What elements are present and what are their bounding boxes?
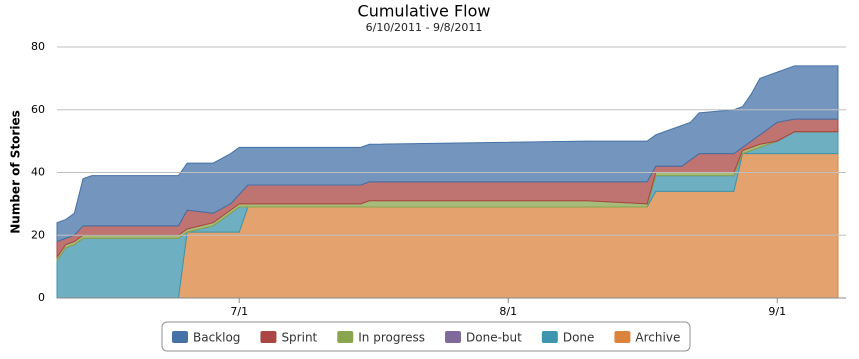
areas	[56, 65, 839, 299]
chart-title: Cumulative Flow	[358, 2, 491, 21]
legend-label: Backlog	[193, 331, 240, 345]
legend-swatch	[172, 331, 188, 343]
y-tick-label: 40	[31, 166, 45, 179]
legend-label: Done	[563, 331, 595, 345]
legend-label: Archive	[635, 331, 680, 345]
legend-swatch	[260, 331, 277, 343]
y-tick-label: 20	[31, 228, 45, 241]
legend-swatch	[337, 331, 354, 343]
chart-subtitle: 6/10/2011 - 9/8/2011	[366, 21, 483, 34]
legend-label: In progress	[358, 331, 425, 345]
x-tick-label: 7/1	[230, 305, 248, 318]
axes: 0 20 40 60 80 7/1 8/1 9/1	[31, 40, 846, 318]
legend-swatch	[445, 331, 462, 343]
legend-swatch	[614, 331, 631, 343]
y-axis-label: Number of Stories	[9, 110, 23, 234]
legend-label: Sprint	[281, 331, 317, 345]
y-tick-label: 0	[38, 291, 45, 304]
legend-swatch	[541, 331, 558, 343]
y-tick-label: 80	[31, 40, 45, 53]
y-tick-label: 60	[31, 103, 45, 116]
legend-label: Done-but	[466, 331, 522, 345]
legend-box	[161, 321, 691, 352]
legend: Backlog Sprint In progress Done-but Done Arch…	[172, 331, 680, 345]
x-tick-label: 8/1	[499, 305, 517, 318]
area	[56, 65, 839, 243]
x-tick-label: 9/1	[768, 305, 786, 318]
